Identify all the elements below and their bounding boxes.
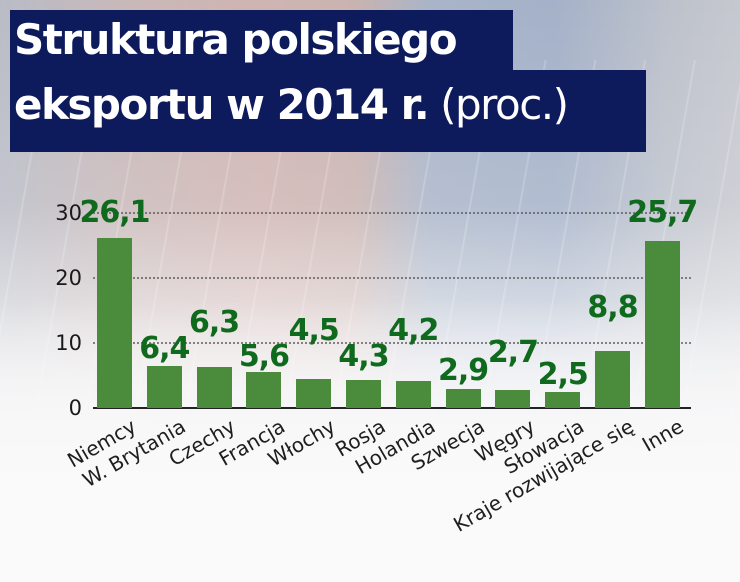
bar: [296, 378, 332, 408]
gridline-30: [93, 212, 691, 214]
bar: [445, 389, 481, 408]
gridline-10: [93, 342, 691, 344]
bar: [545, 391, 581, 408]
value-label: 6,4: [139, 331, 190, 366]
chart-title-line-1: Struktura polskiego: [10, 10, 513, 70]
y-tick-label: 0: [68, 396, 82, 420]
bar: [146, 366, 182, 408]
y-tick-label: 20: [55, 266, 82, 290]
value-label: 26,1: [79, 195, 150, 230]
value-label: 8,8: [587, 290, 638, 325]
value-label: 4,5: [288, 313, 340, 348]
bar: [644, 240, 680, 408]
title-line-1-text: Struktura polskiego: [14, 15, 458, 64]
value-label: 2,5: [537, 357, 589, 392]
bar: [246, 371, 282, 408]
bar: [395, 380, 431, 408]
value-label: 5,6: [238, 339, 290, 374]
gridline-20: [93, 277, 691, 279]
value-label: 4,2: [388, 313, 439, 348]
title-unit-text: (proc.): [428, 80, 569, 129]
value-label: 6,3: [189, 305, 240, 340]
y-tick-label: 30: [55, 201, 82, 225]
chart-title-line-2: eksportu w 2014 r. (proc.): [10, 70, 646, 152]
title-line-2-text: eksportu w 2014 r.: [14, 80, 430, 129]
value-label: 25,7: [627, 195, 698, 230]
value-label: 2,9: [438, 353, 489, 388]
bar: [595, 350, 630, 408]
bar: [97, 238, 132, 408]
value-label: 4,3: [338, 339, 389, 374]
x-axis-line: [93, 407, 691, 409]
y-tick-label: 10: [55, 331, 82, 355]
bar: [495, 390, 531, 408]
bar: [346, 380, 381, 408]
value-label: 2,7: [487, 335, 539, 370]
bar: [196, 367, 232, 408]
